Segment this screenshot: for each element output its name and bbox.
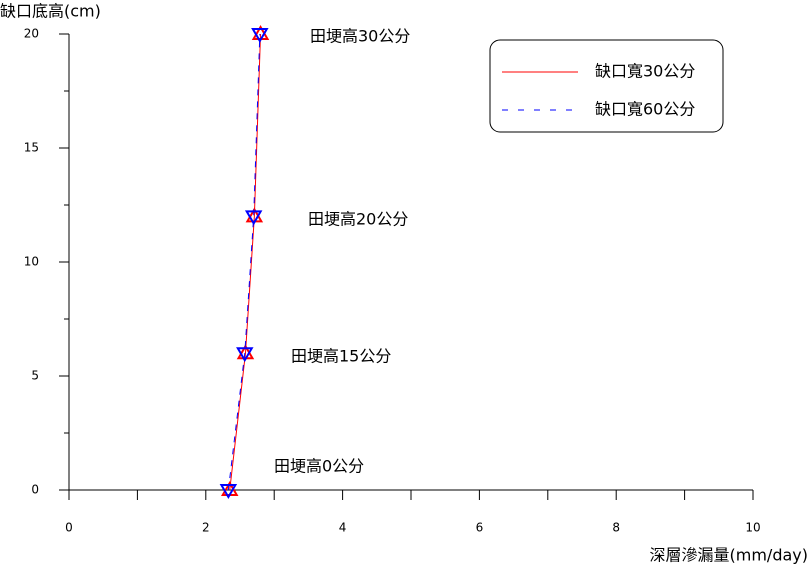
marker <box>244 210 263 226</box>
y-tick-label: 10 <box>24 255 39 269</box>
annotation: 田埂高15公分 <box>291 347 391 366</box>
y-tick-label: 0 <box>31 483 39 497</box>
annotation: 田埂高30公分 <box>310 27 410 46</box>
annotation: 田埂高0公分 <box>274 457 364 476</box>
x-tick-label: 0 <box>65 521 73 535</box>
marker <box>236 347 254 363</box>
legend-box <box>489 39 724 133</box>
series-line <box>229 33 262 491</box>
x-axis-title: 深層滲漏量(mm/day) <box>650 546 808 565</box>
x-tick-label: 8 <box>612 521 620 535</box>
annotation: 田埂高20公分 <box>308 210 408 229</box>
x-tick-label: 10 <box>745 521 760 535</box>
legend-label: 缺口寬60公分 <box>595 100 695 119</box>
legend-label: 缺口寬30公分 <box>595 62 695 81</box>
y-tick-label: 5 <box>31 369 39 383</box>
marker <box>219 484 238 499</box>
y-tick-label: 20 <box>24 27 39 41</box>
marker <box>251 28 269 43</box>
x-tick-label: 6 <box>476 521 484 535</box>
series-line <box>227 33 261 491</box>
x-tick-label: 2 <box>202 521 210 535</box>
x-tick-label: 4 <box>339 521 347 535</box>
y-tick-label: 15 <box>24 141 39 155</box>
y-axis-title: 缺口底高(cm) <box>0 2 101 21</box>
